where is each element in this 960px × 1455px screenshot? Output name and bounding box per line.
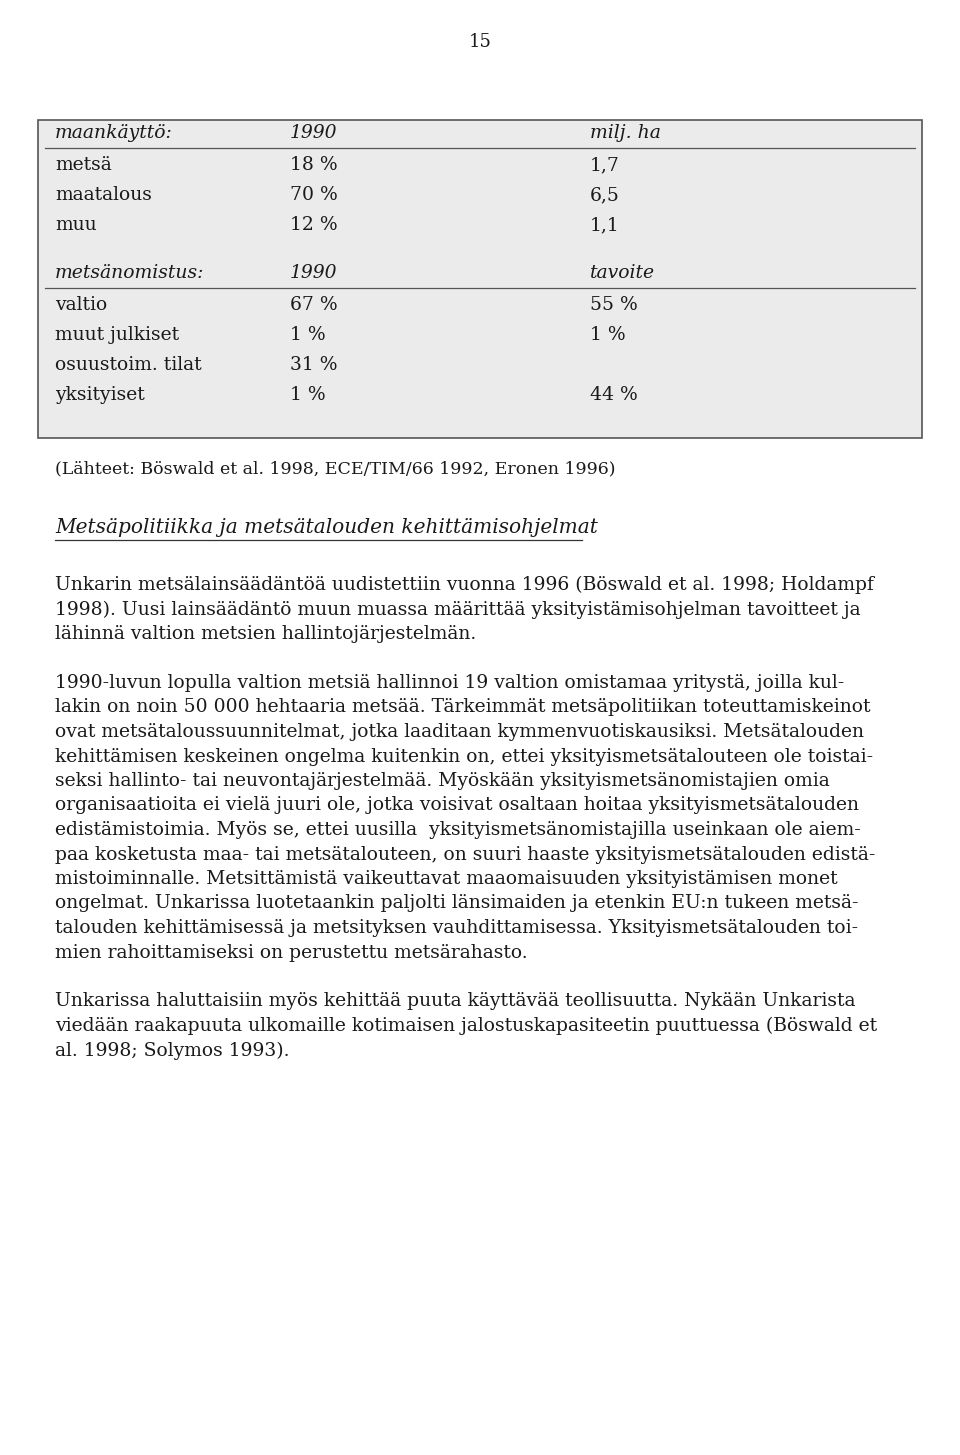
Text: 1990: 1990 <box>290 263 338 282</box>
Text: metsänomistus:: metsänomistus: <box>55 263 204 282</box>
Text: 70 %: 70 % <box>290 186 338 204</box>
Text: talouden kehittämisessä ja metsityksen vauhdittamisessa. Yksityismetsätalouden t: talouden kehittämisessä ja metsityksen v… <box>55 920 858 937</box>
Text: milj. ha: milj. ha <box>590 124 660 143</box>
Text: viedään raakapuuta ulkomaille kotimaisen jalostuskapasiteetin puuttuessa (Böswal: viedään raakapuuta ulkomaille kotimaisen… <box>55 1017 877 1036</box>
Text: (Lähteet: Böswald et al. 1998, ECE/TIM/66 1992, Eronen 1996): (Lähteet: Böswald et al. 1998, ECE/TIM/6… <box>55 460 615 477</box>
Text: 55 %: 55 % <box>590 295 637 314</box>
Text: yksityiset: yksityiset <box>55 386 145 404</box>
Text: 31 %: 31 % <box>290 356 338 374</box>
Text: Unkarissa haluttaisiin myös kehittää puuta käyttävää teollisuutta. Nykään Unkari: Unkarissa haluttaisiin myös kehittää puu… <box>55 992 855 1011</box>
Text: mistoiminnalle. Metsittämistä vaikeuttavat maaomaisuuden yksityistämisen monet: mistoiminnalle. Metsittämistä vaikeuttav… <box>55 870 838 888</box>
Text: maatalous: maatalous <box>55 186 152 204</box>
Text: maankäyttö:: maankäyttö: <box>55 124 173 143</box>
Text: lähinnä valtion metsien hallintojärjestelmän.: lähinnä valtion metsien hallintojärjeste… <box>55 626 476 643</box>
Text: 1 %: 1 % <box>290 326 325 343</box>
Text: edistämistoimia. Myös se, ettei uusilla  yksityismetsänomistajilla useinkaan ole: edistämistoimia. Myös se, ettei uusilla … <box>55 821 861 840</box>
Text: al. 1998; Solymos 1993).: al. 1998; Solymos 1993). <box>55 1042 290 1059</box>
Text: 1,7: 1,7 <box>590 156 620 175</box>
Text: 6,5: 6,5 <box>590 186 620 204</box>
Bar <box>38 119 922 438</box>
Text: 18 %: 18 % <box>290 156 338 175</box>
Text: 44 %: 44 % <box>590 386 637 404</box>
Text: 15: 15 <box>468 33 492 51</box>
Text: 1 %: 1 % <box>590 326 626 343</box>
Text: 1998). Uusi lainsäädäntö muun muassa määrittää yksityistämisohjelman tavoitteet : 1998). Uusi lainsäädäntö muun muassa mää… <box>55 601 860 618</box>
Text: 1990: 1990 <box>290 124 338 143</box>
Text: muut julkiset: muut julkiset <box>55 326 180 343</box>
Text: valtio: valtio <box>55 295 108 314</box>
Text: Metsäpolitiikka ja metsätalouden kehittämisohjelmat: Metsäpolitiikka ja metsätalouden kehittä… <box>55 518 598 537</box>
Text: kehittämisen keskeinen ongelma kuitenkin on, ettei yksityismetsätalouteen ole to: kehittämisen keskeinen ongelma kuitenkin… <box>55 748 874 765</box>
Text: Unkarin metsälainsäädäntöä uudistettiin vuonna 1996 (Böswald et al. 1998; Holdam: Unkarin metsälainsäädäntöä uudistettiin … <box>55 576 874 594</box>
Text: 1,1: 1,1 <box>590 215 620 234</box>
Text: organisaatioita ei vielä juuri ole, jotka voisivat osaltaan hoitaa yksityismetsä: organisaatioita ei vielä juuri ole, jotk… <box>55 796 859 815</box>
Text: 67 %: 67 % <box>290 295 338 314</box>
Text: 1 %: 1 % <box>290 386 325 404</box>
Text: osuustoim. tilat: osuustoim. tilat <box>55 356 202 374</box>
Text: paa kosketusta maa- tai metsätalouteen, on suuri haaste yksityismetsätalouden ed: paa kosketusta maa- tai metsätalouteen, … <box>55 845 876 863</box>
Text: ongelmat. Unkarissa luotetaankin paljolti länsimaiden ja etenkin EU:n tukeen met: ongelmat. Unkarissa luotetaankin paljolt… <box>55 895 858 912</box>
Text: 12 %: 12 % <box>290 215 338 234</box>
Text: muu: muu <box>55 215 97 234</box>
Text: 1990-luvun lopulla valtion metsiä hallinnoi 19 valtion omistamaa yritystä, joill: 1990-luvun lopulla valtion metsiä hallin… <box>55 674 844 693</box>
Text: tavoite: tavoite <box>590 263 655 282</box>
Text: lakin on noin 50 000 hehtaaria metsää. Tärkeimmät metsäpolitiikan toteuttamiskei: lakin on noin 50 000 hehtaaria metsää. T… <box>55 698 871 716</box>
Text: seksi hallinto- tai neuvontajärjestelmää. Myöskään yksityismetsänomistajien omia: seksi hallinto- tai neuvontajärjestelmää… <box>55 773 829 790</box>
Text: mien rahoittamiseksi on perustettu metsärahasto.: mien rahoittamiseksi on perustettu metsä… <box>55 943 528 962</box>
Text: ovat metsätaloussuunnitelmat, jotka laaditaan kymmenvuotiskausiksi. Metsätaloude: ovat metsätaloussuunnitelmat, jotka laad… <box>55 723 864 741</box>
Text: metsä: metsä <box>55 156 111 175</box>
